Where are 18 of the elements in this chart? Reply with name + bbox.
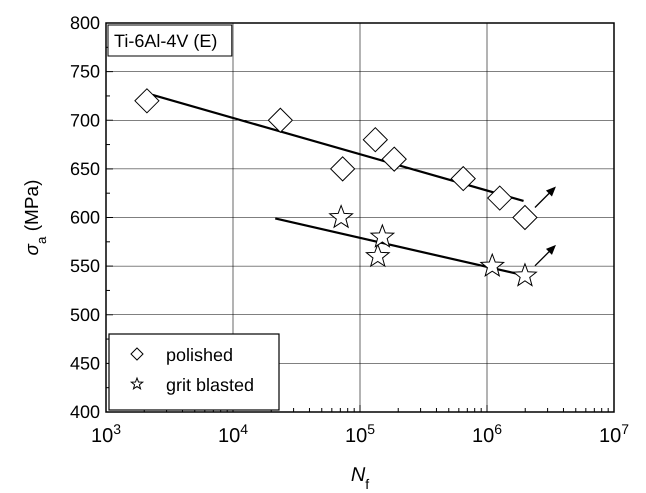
y-tick-label: 550: [70, 256, 100, 276]
y-tick-label: 650: [70, 158, 100, 179]
x-tick-label: 10$^{4}$: [218, 421, 248, 447]
legend-label: polished: [166, 345, 234, 365]
x-tick-label: 10$^{3}$: [90, 421, 122, 447]
y-tick-label: 500: [70, 304, 100, 325]
y-tick-label: 700: [70, 110, 100, 130]
y-tick-label: 750: [70, 62, 100, 82]
x-axis-title: N$_{f}$: [350, 464, 370, 492]
y-tick-label: 600: [70, 208, 100, 228]
legend-label: grit blasted: [166, 375, 254, 395]
y-tick-label: 800: [70, 13, 100, 33]
x-tick-label: 10$^{7}$: [598, 421, 630, 447]
annotation: Ti-6Al-4V (E): [114, 31, 218, 51]
x-tick-label: 10$^{5}$: [344, 421, 376, 447]
x-tick-label: 10$^{6}$: [472, 421, 502, 447]
y-tick-label: 400: [70, 402, 100, 422]
y-tick-label: 450: [70, 353, 100, 374]
